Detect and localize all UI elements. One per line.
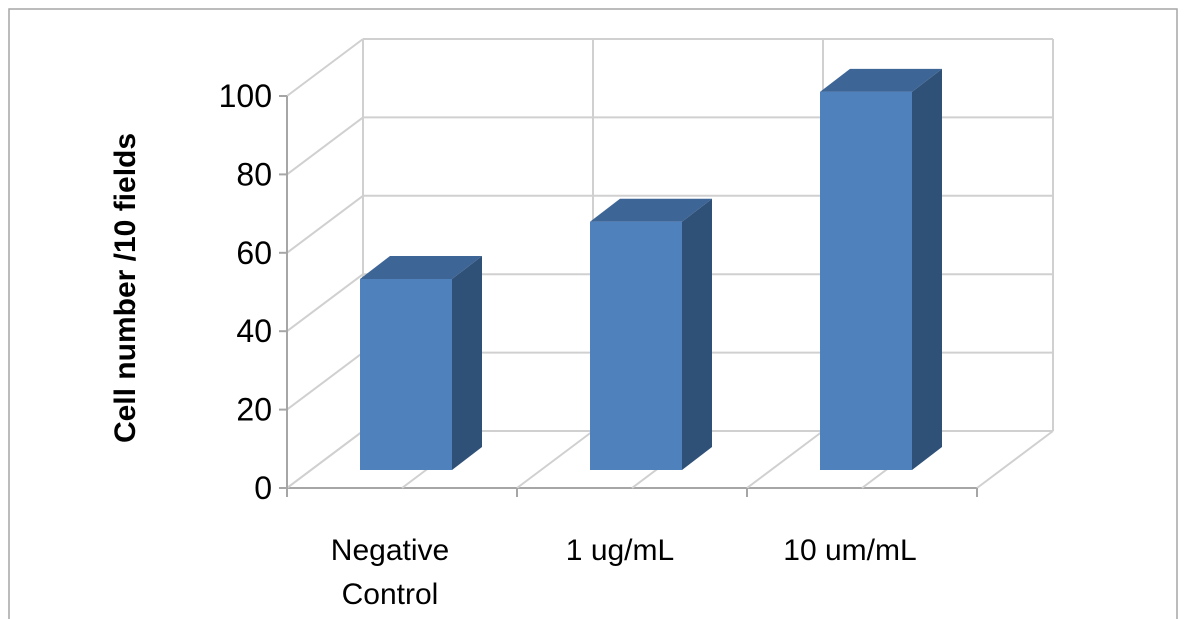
bars-layer (360, 68, 942, 470)
bar-2 (820, 68, 942, 470)
y-tick-label-5: 100 (219, 78, 272, 114)
gridline-side-3 (286, 195, 364, 254)
bar-front-0 (360, 279, 452, 470)
gridline-side-1 (286, 351, 364, 411)
x-tick-label-line-2-0: 10 um/mL (783, 534, 916, 567)
gridline-side-5 (286, 38, 364, 97)
bar-side-1 (682, 198, 712, 470)
y-axis-title: Cell number /10 fields (109, 133, 142, 443)
bar-front-2 (820, 91, 912, 470)
bar-side-0 (452, 256, 482, 470)
bar-top-2 (820, 68, 942, 92)
x-tick-label-1: 1 ug/mL (566, 534, 674, 567)
bar-front-1 (590, 221, 682, 470)
y-tick-label-0: 0 (254, 470, 272, 506)
floor-diagonal-1 (516, 430, 594, 489)
x-tick-label-line-0-0: Negative (331, 534, 449, 567)
x-tick-label-0: Negative Control (331, 534, 449, 611)
bar-top-0 (360, 256, 482, 279)
floor-diagonal-3 (976, 430, 1054, 489)
x-tick-label-line-0-1: Control (342, 578, 439, 611)
bar-side-2 (912, 68, 942, 470)
labels-layer: 0 20 40 60 80 100 Negative Control 1 ug/mL 10 um/… (219, 78, 917, 611)
gridline-side-4 (286, 116, 364, 176)
floor-diagonal-2 (746, 430, 824, 489)
x-tick-label-2: 10 um/mL (783, 534, 916, 567)
chart-frame (8, 8, 1178, 619)
gridline-side-2 (286, 273, 364, 333)
x-tick-label-line-1-0: 1 ug/mL (566, 534, 674, 567)
bar-0 (360, 256, 482, 470)
bar-1 (590, 198, 712, 470)
y-tick-label-3: 60 (236, 235, 272, 271)
y-tick-label-1: 20 (236, 392, 272, 428)
y-tick-label-4: 80 (236, 156, 272, 192)
bar-top-1 (590, 198, 712, 222)
floor-diagonal-0 (286, 430, 364, 489)
y-tick-label-2: 40 (236, 313, 272, 349)
